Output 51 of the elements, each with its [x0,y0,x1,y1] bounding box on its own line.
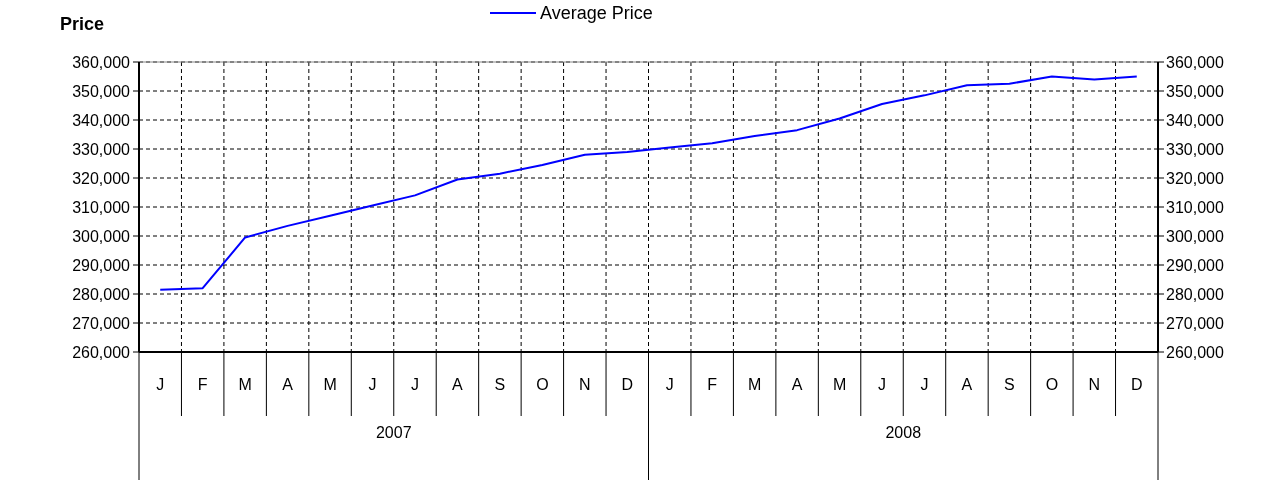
y-tick-label: 350,000 [72,82,131,100]
y-tick-label: 360,000 [72,53,131,71]
y2-tick-label: 290,000 [1166,256,1224,274]
y2-tick-label: 330,000 [1166,140,1224,158]
x-tick-label: O [1045,376,1059,393]
y-tick-label: 310,000 [72,198,131,216]
x-tick-label: M [832,376,847,393]
x-tick-label: J [368,376,377,393]
x-tick-label: A [282,376,294,393]
line-series [159,75,1138,291]
legend-label: Average Price [540,3,653,24]
x-tick-label: S [1004,376,1015,393]
text: 2007 [375,424,412,441]
y2-tick-label: 260,000 [1166,343,1224,361]
x-tick-label: F [197,376,208,393]
y-tick-label: 330,000 [72,140,131,158]
x-tick-label: J [920,376,929,393]
x-tick-label: A [791,376,803,393]
x-tick-label: M [323,376,337,393]
x-tick-label: F [707,376,718,393]
x-tick-label: M [747,376,762,393]
x-tick-label: J [156,376,165,393]
x-tick-label: J [410,376,419,393]
y2-tick-label: 270,000 [1166,314,1224,332]
y-tick-label: 290,000 [72,256,131,274]
x-tick-label: D [621,376,634,393]
x-tick-label: D [1130,376,1143,393]
y2-tick-label: 360,000 [1166,53,1224,71]
y2-tick-label: 340,000 [1166,111,1224,129]
y2-tick-label: 310,000 [1166,198,1224,216]
y2-tick-label: 300,000 [1166,227,1224,245]
x-tick-label: N [579,376,591,393]
x-tick-label: S [494,376,506,393]
y2-tick-label: 320,000 [1166,169,1224,187]
y2-tick-label: 350,000 [1166,82,1224,100]
y-tick-label: 300,000 [72,227,131,245]
y-tick-label: 320,000 [72,169,131,187]
x-tick-label: A [961,376,973,393]
x-tick-label: O [536,376,549,393]
y-axis-title: Price [59,14,105,34]
y-tick-label: 340,000 [72,111,131,129]
y-tick-label: 280,000 [72,285,131,303]
y-tick-label: 260,000 [72,343,131,361]
y-tick-label: 270,000 [72,314,131,332]
text: 2008 [885,424,922,441]
x-tick-label: N [1088,376,1101,393]
x-tick-label: J [665,376,674,393]
x-tick-label: M [238,376,252,393]
x-tick-label: A [452,376,464,393]
y2-tick-label: 280,000 [1166,285,1224,303]
x-tick-label: J [878,376,887,393]
